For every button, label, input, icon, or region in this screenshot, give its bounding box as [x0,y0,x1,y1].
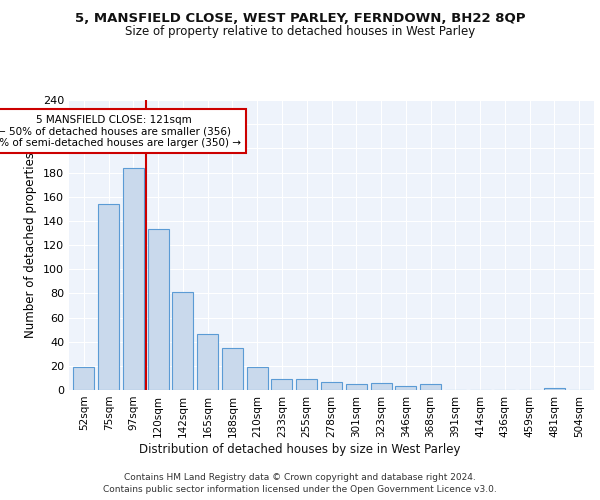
Bar [296,379,317,390]
Text: Distribution of detached houses by size in West Parley: Distribution of detached houses by size … [139,442,461,456]
Bar [73,367,94,390]
Bar [420,384,441,390]
Bar [271,379,292,390]
Bar [247,367,268,390]
Y-axis label: Number of detached properties: Number of detached properties [25,152,37,338]
Text: Contains HM Land Registry data © Crown copyright and database right 2024.: Contains HM Land Registry data © Crown c… [124,472,476,482]
Bar [346,384,367,390]
Bar [98,204,119,390]
Text: 5, MANSFIELD CLOSE, WEST PARLEY, FERNDOWN, BH22 8QP: 5, MANSFIELD CLOSE, WEST PARLEY, FERNDOW… [75,12,525,26]
Text: Size of property relative to detached houses in West Parley: Size of property relative to detached ho… [125,25,475,38]
Bar [148,230,169,390]
Bar [123,168,144,390]
Text: Contains public sector information licensed under the Open Government Licence v3: Contains public sector information licen… [103,485,497,494]
Bar [371,383,392,390]
Bar [222,348,243,390]
Bar [197,334,218,390]
Bar [172,292,193,390]
Bar [321,382,342,390]
Bar [544,388,565,390]
Text: 5 MANSFIELD CLOSE: 121sqm
← 50% of detached houses are smaller (356)
49% of semi: 5 MANSFIELD CLOSE: 121sqm ← 50% of detac… [0,114,241,148]
Bar [395,386,416,390]
